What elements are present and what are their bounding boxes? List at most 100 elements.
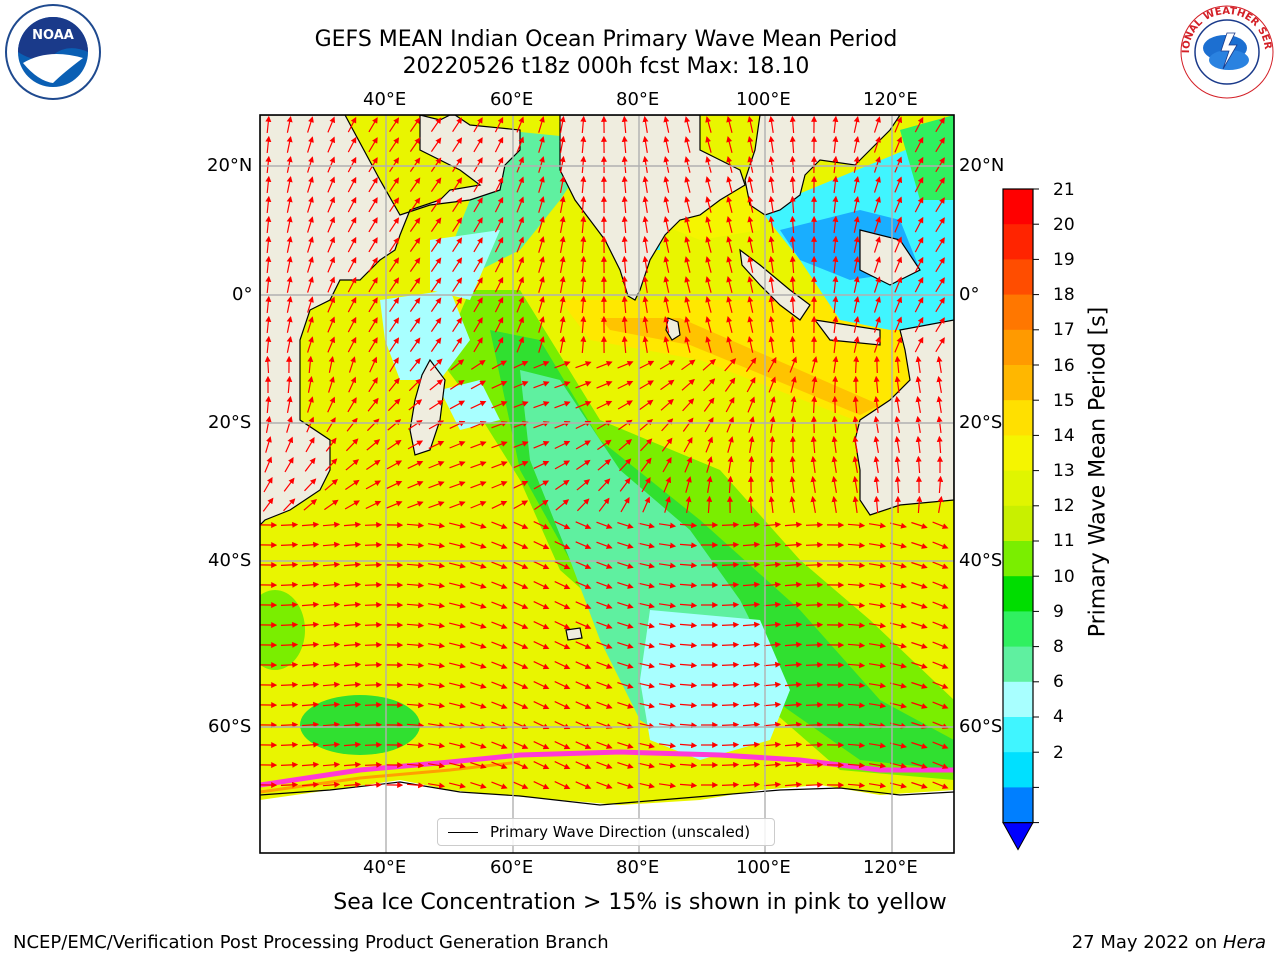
wave-direction-arrow: [617, 582, 634, 589]
wave-direction-arrow: [470, 562, 487, 569]
wave-direction-arrow: [516, 156, 524, 173]
wave-direction-arrow: [512, 601, 529, 610]
wave-direction-arrow: [890, 782, 907, 789]
wave-direction-arrow: [322, 701, 341, 708]
wave-direction-arrow: [406, 782, 425, 789]
wave-direction-arrow: [703, 378, 716, 392]
wave-direction-arrow: [914, 276, 924, 293]
wave-direction-arrow: [705, 276, 712, 293]
wave-direction-arrow: [621, 115, 628, 134]
wave-direction-arrow: [265, 155, 272, 174]
wave-direction-arrow: [853, 276, 860, 293]
wave-direction-arrow: [679, 682, 698, 689]
colorbar-segment: [1003, 400, 1033, 436]
left-tick-0: 0°: [232, 284, 253, 305]
wave-direction-arrow: [705, 176, 712, 193]
wave-direction-arrow: [852, 395, 859, 414]
wave-direction-arrow: [491, 380, 508, 389]
wave-direction-arrow: [763, 641, 782, 648]
wave-direction-arrow: [873, 375, 880, 394]
wave-direction-arrow: [343, 561, 362, 568]
colorbar-segment: [1003, 681, 1033, 718]
wave-direction-arrow: [430, 177, 442, 192]
wave-direction-arrow: [409, 137, 421, 152]
wave-direction-arrow: [538, 276, 545, 293]
wave-direction-arrow: [869, 662, 887, 669]
wave-direction-arrow: [327, 116, 336, 133]
wave-direction-arrow: [621, 155, 628, 174]
wave-direction-arrow: [763, 701, 782, 708]
colorbar-tick: 10: [1053, 567, 1075, 587]
left-tick-20s: 20°S: [208, 412, 252, 433]
wave-direction-arrow: [407, 419, 423, 430]
colorbar-tick: 4: [1053, 707, 1064, 727]
wave-direction-arrow: [449, 722, 466, 729]
wave-direction-arrow: [811, 375, 818, 393]
wave-direction-arrow: [911, 761, 928, 769]
wave-direction-arrows: [260, 115, 949, 790]
wave-direction-arrow: [280, 601, 299, 608]
wave-direction-arrow: [763, 681, 782, 688]
wave-direction-arrow: [915, 375, 922, 393]
wave-direction-arrow: [322, 601, 341, 608]
wave-direction-arrow: [724, 358, 737, 372]
wave-direction-arrow: [763, 621, 782, 628]
wave-direction-arrow: [328, 376, 335, 393]
wave-direction-arrow: [638, 662, 655, 669]
wave-direction-arrow: [663, 216, 670, 233]
wave-direction-arrow: [742, 741, 761, 748]
wave-direction-arrow: [617, 522, 634, 529]
wave-direction-arrow: [365, 500, 382, 510]
wave-direction-arrow: [345, 459, 360, 471]
wave-direction-arrow: [747, 276, 754, 293]
wave-direction-arrow: [596, 561, 613, 569]
wave-direction-arrow: [408, 399, 423, 411]
wave-direction-arrow: [768, 135, 775, 153]
wave-direction-arrow: [890, 582, 907, 589]
wave-direction-arrow: [659, 722, 677, 729]
wave-direction-arrow: [726, 276, 733, 293]
wave-direction-arrow: [364, 701, 383, 708]
wave-direction-arrow: [301, 741, 320, 748]
wave-direction-arrow: [932, 521, 949, 529]
wave-direction-arrow: [852, 495, 859, 513]
wave-direction-arrow: [491, 701, 508, 709]
wave-direction-arrow: [491, 441, 508, 449]
wave-direction-arrow: [847, 602, 866, 609]
wave-direction-arrow: [935, 217, 945, 233]
top-tick-100e: 100°E: [736, 89, 791, 110]
wave-direction-arrow: [280, 721, 299, 728]
map-field: [260, 115, 954, 853]
wave-direction-arrow: [725, 396, 735, 413]
wave-direction-arrow: [684, 276, 691, 293]
wave-direction-arrow: [452, 197, 463, 213]
colorbar-segment: [1003, 294, 1033, 331]
wave-direction-arrow: [470, 461, 487, 469]
wave-direction-arrow: [343, 681, 362, 688]
legend-label: Primary Wave Direction (unscaled): [490, 823, 751, 841]
colorbar-segment: [1003, 224, 1033, 260]
wave-direction-arrow: [538, 256, 545, 273]
wave-direction-arrow: [406, 662, 425, 669]
wave-direction-arrow: [784, 541, 803, 548]
wave-direction-arrow: [533, 521, 550, 530]
wave-direction-arrow: [364, 641, 383, 648]
wave-direction-arrow: [280, 521, 299, 528]
wave-direction-arrow: [470, 481, 487, 489]
wave-direction-arrow: [491, 541, 508, 549]
wave-direction-arrow: [642, 115, 649, 133]
wave-direction-arrow: [746, 376, 756, 393]
wave-direction-arrow: [286, 416, 293, 433]
wave-direction-arrow: [847, 782, 866, 789]
wave-direction-arrow: [283, 477, 295, 492]
wave-direction-arrow: [618, 439, 633, 451]
wave-direction-arrow: [742, 561, 761, 568]
wave-direction-arrow: [449, 562, 466, 569]
wave-direction-arrow: [745, 357, 757, 372]
wave-direction-arrow: [936, 415, 943, 433]
wave-direction-arrow: [890, 722, 907, 729]
wave-direction-arrow: [286, 216, 293, 233]
wave-direction-arrow: [935, 137, 945, 153]
wave-direction-arrow: [428, 481, 445, 489]
